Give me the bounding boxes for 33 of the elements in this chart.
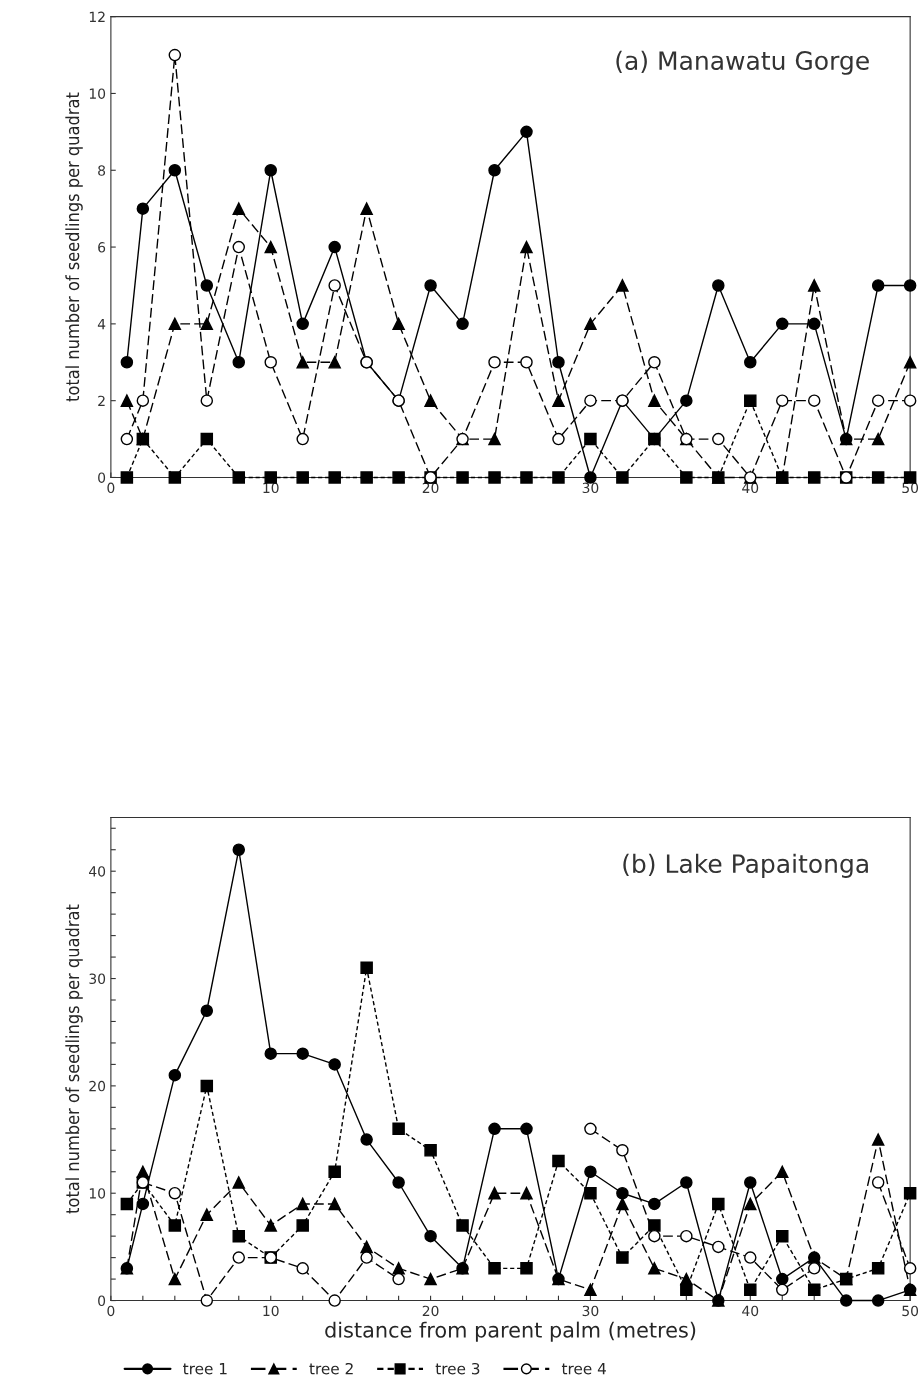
y-axis-title: total number of seedlings per quadrat — [65, 904, 83, 1214]
x-tick-label: 20 — [422, 1305, 439, 1317]
y-tick-label: 10 — [89, 1188, 106, 1199]
y-tick-label: 8 — [98, 165, 106, 176]
x-tick-label: 30 — [582, 482, 599, 494]
x-tick-label: 10 — [263, 1305, 279, 1317]
x-tick-label: 50 — [902, 482, 919, 494]
x-tick-label: 40 — [742, 1305, 759, 1317]
x-tick-label: 30 — [582, 1305, 599, 1317]
x-tick-label: 0 — [107, 482, 115, 494]
legend-label: tree 3 — [435, 1362, 480, 1375]
y-tick-label: 6 — [98, 242, 106, 253]
x-tick-label: 10 — [263, 482, 279, 494]
legend-label: tree 1 — [183, 1363, 227, 1375]
y-tick-label: 2 — [98, 395, 105, 406]
legend-label: tree 4 — [561, 1363, 606, 1375]
y-tick-label: 10 — [89, 88, 106, 99]
y-axis-title: total number of seedlings per quadrat — [65, 92, 83, 402]
legend-label: tree 2 — [309, 1362, 353, 1375]
x-tick-label: 20 — [422, 482, 439, 494]
y-tick-label: 12 — [89, 11, 105, 22]
x-tick-label: 40 — [742, 482, 759, 494]
y-tick-label: 0 — [98, 1295, 106, 1307]
y-tick-label: 40 — [89, 866, 106, 877]
x-tick-label: 50 — [902, 1305, 919, 1317]
y-tick-label: 4 — [97, 319, 106, 330]
y-tick-label: 0 — [98, 472, 106, 483]
y-tick-label: 20 — [89, 1080, 106, 1092]
text: (a) Manawatu Gorge — [616, 50, 869, 75]
text: (b) Lake Papaitonga — [623, 853, 868, 878]
x-axis-title: distance from parent palm (metres) — [325, 1321, 696, 1342]
y-tick-label: 30 — [89, 973, 106, 985]
x-tick-label: 0 — [107, 1305, 115, 1317]
